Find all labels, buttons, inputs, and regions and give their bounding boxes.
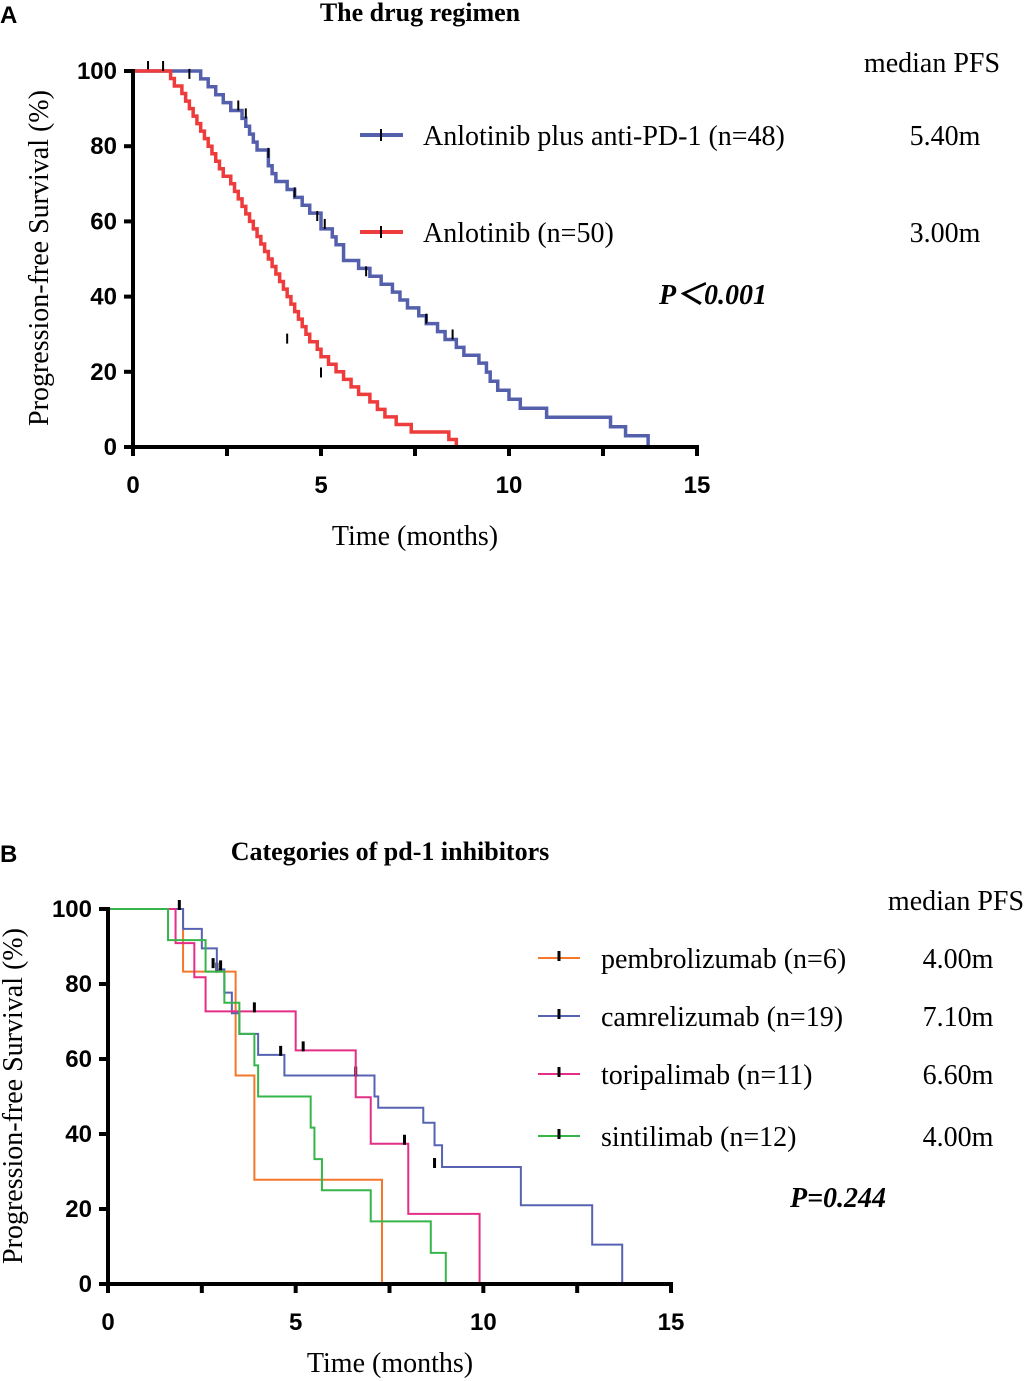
legend-label: camrelizumab (n=19)	[601, 1002, 843, 1033]
panel-a-curve-2	[133, 69, 459, 447]
panel-a-x-axis-label: Time (months)	[332, 521, 498, 552]
legend-median: 4.00m	[923, 944, 994, 975]
y-tick-label: 20	[65, 1196, 92, 1223]
panel-b-label: B	[0, 841, 17, 868]
legend-label: Anlotinib plus anti-PD-1 (n=48)	[423, 121, 785, 152]
panel-b-title: Categories of pd-1 inhibitors	[231, 837, 550, 866]
panel-a-plot-area: 0 20 40 60 80 100 0 5 10 15	[77, 58, 710, 499]
panel-b-curve-4	[108, 908, 447, 1284]
panel-b-plot-area: 0 20 40 60 80 100 0 5 10 15	[52, 896, 684, 1336]
legend-median: 7.10m	[923, 1002, 994, 1033]
panel-a-p-value: P＜0.001	[658, 280, 767, 311]
x-tick-label: 0	[101, 1309, 114, 1336]
y-tick-label: 80	[65, 971, 92, 998]
panel-a: A The drug regimen Progression-free Surv…	[0, 0, 1000, 552]
legend-label: Anlotinib (n=50)	[423, 218, 614, 249]
panel-b-legend-item-1: pembrolizumab (n=6) 4.00m	[538, 944, 994, 975]
panel-b-curve-3	[108, 908, 481, 1284]
panel-b-curve-2	[108, 908, 624, 1284]
x-tick-label: 10	[470, 1309, 497, 1336]
legend-label: pembrolizumab (n=6)	[601, 944, 846, 975]
panel-b-y-axis-label: Progression-free Survival (%)	[0, 928, 29, 1264]
x-tick-label: 15	[658, 1309, 685, 1336]
y-tick-label: 40	[65, 1121, 92, 1148]
legend-median: 5.40m	[910, 121, 981, 152]
panel-a-curve-1	[133, 69, 650, 447]
y-tick-label: 80	[90, 133, 117, 160]
panel-a-y-axis-label: Progression-free Survival (%)	[24, 90, 55, 426]
legend-median: 6.60m	[923, 1060, 994, 1091]
y-tick-label: 100	[77, 58, 117, 85]
y-tick-label: 40	[90, 284, 117, 311]
y-tick-label: 100	[52, 896, 92, 923]
x-tick-label: 0	[126, 472, 139, 499]
panel-b-legend-item-3: toripalimab (n=11) 6.60m	[538, 1060, 994, 1091]
panel-b-x-axis-label: Time (months)	[307, 1348, 473, 1379]
x-tick-label: 15	[684, 472, 711, 499]
panel-a-legend-item-2: Anlotinib (n=50) 3.00m	[360, 218, 981, 249]
y-tick-label: 0	[79, 1271, 92, 1298]
panel-a-legend-item-1: Anlotinib plus anti-PD-1 (n=48) 5.40m	[360, 121, 981, 152]
panel-b-legend-item-2: camrelizumab (n=19) 7.10m	[538, 1002, 994, 1033]
panel-b-legend-header: median PFS	[888, 886, 1024, 917]
panel-b-curve-1	[108, 908, 383, 1284]
panel-a-label: A	[0, 2, 17, 29]
y-tick-label: 60	[90, 208, 117, 235]
panel-a-legend-header: median PFS	[864, 48, 1000, 79]
y-tick-label: 0	[104, 434, 117, 461]
x-tick-label: 5	[289, 1309, 302, 1336]
panel-b: B Categories of pd-1 inhibitors Progress…	[0, 837, 1024, 1379]
legend-median: 3.00m	[910, 218, 981, 249]
panel-b-p-value: P=0.244	[789, 1183, 886, 1214]
y-tick-label: 20	[90, 359, 117, 386]
y-tick-label: 60	[65, 1046, 92, 1073]
panel-b-legend-item-4: sintilimab (n=12) 4.00m	[538, 1122, 994, 1153]
x-tick-label: 10	[496, 472, 523, 499]
legend-label: toripalimab (n=11)	[601, 1060, 812, 1091]
legend-median: 4.00m	[923, 1122, 994, 1153]
x-tick-label: 5	[314, 472, 327, 499]
panel-a-title: The drug regimen	[320, 0, 521, 27]
legend-label: sintilimab (n=12)	[601, 1122, 796, 1153]
